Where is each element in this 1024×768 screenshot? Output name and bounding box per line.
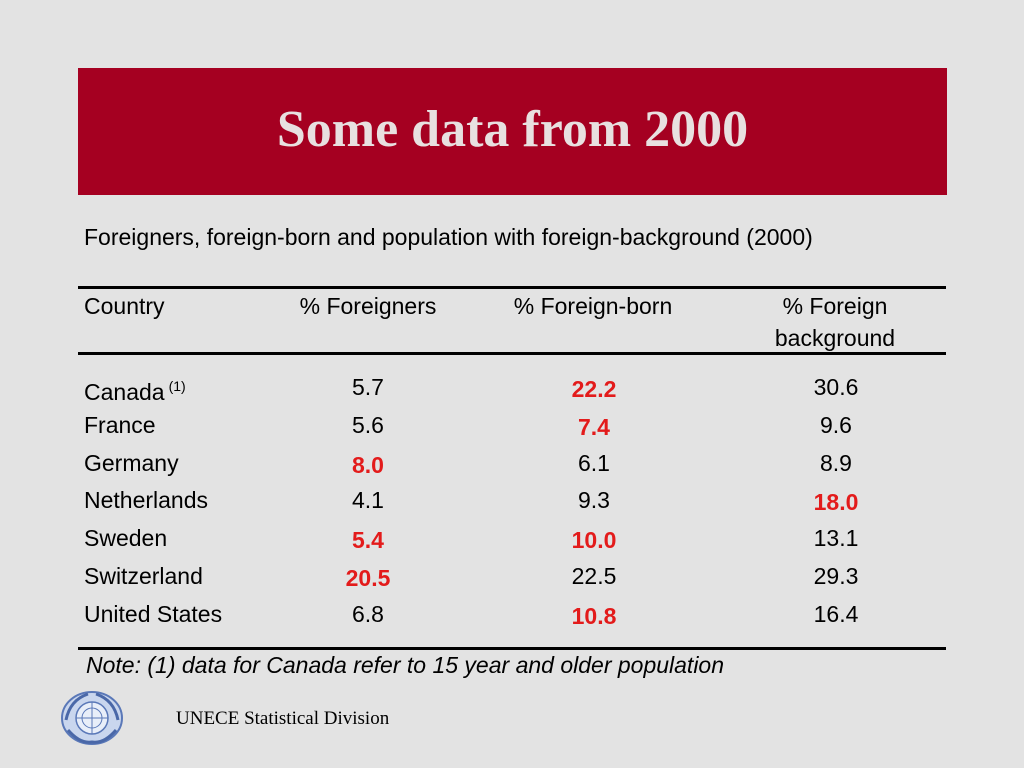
cell-foreign-born: 22.5 (571, 563, 617, 589)
cell-foreign-background: 29.3 (813, 563, 859, 589)
country-name: Switzerland (84, 563, 203, 589)
title-banner: Some data from 2000 (78, 68, 947, 195)
row-country-cell: United States (84, 601, 222, 628)
cell-foreigners: 4.1 (352, 487, 384, 514)
country-name: United States (84, 600, 223, 627)
cell-foreign-background: 16.4 (813, 600, 859, 627)
cell-foreign-born: 7.4 (578, 413, 610, 440)
cell-foreign-born: 9.3 (578, 487, 610, 514)
footer-organization: UNECE Statistical Division (176, 708, 390, 729)
header-foreign-born: % Foreign-born (513, 293, 673, 319)
cell-foreigners: 5.7 (352, 374, 384, 400)
table-note: Note: (1) data for Canada refer to 15 ye… (86, 652, 725, 678)
row-country-cell: Switzerland (84, 563, 203, 590)
cell-foreign-born: 10.0 (571, 527, 617, 554)
table-subtitle: Foreigners, foreign-born and population … (84, 224, 813, 250)
cell-foreign-background: 9.6 (820, 411, 852, 438)
cell-foreign-background: 30.6 (813, 374, 859, 400)
table-top-rule (78, 286, 946, 289)
cell-foreigners: 20.5 (345, 565, 391, 591)
country-name: Netherlands (84, 487, 209, 514)
cell-foreign-background: 18.0 (813, 489, 859, 516)
header-foreigners: % Foreigners (299, 293, 437, 319)
header-foreign-background-line2: background (774, 325, 896, 351)
cell-foreign-born: 10.8 (571, 602, 617, 629)
country-name: Canada (84, 379, 165, 405)
row-country-cell: Netherlands (84, 487, 208, 514)
row-country-cell: France (84, 412, 156, 439)
header-foreign-background-line1: % Foreign (782, 293, 888, 319)
cell-foreign-background: 13.1 (813, 525, 859, 552)
table-header-rule (78, 352, 946, 355)
un-emblem-icon (61, 691, 123, 745)
cell-foreign-born: 22.2 (571, 376, 617, 402)
row-country-cell: Sweden (84, 525, 167, 552)
table-bottom-rule (78, 647, 946, 650)
cell-foreigners: 6.8 (352, 600, 384, 627)
cell-foreign-background: 8.9 (820, 449, 852, 476)
country-name: Germany (84, 449, 179, 476)
cell-foreigners: 5.4 (352, 527, 384, 554)
header-country: Country (84, 293, 165, 319)
row-country-cell: Germany (84, 450, 179, 477)
cell-foreigners: 5.6 (352, 411, 384, 438)
cell-foreigners: 8.0 (352, 451, 384, 478)
slide-title: Some data from 2000 (276, 101, 749, 158)
footnote-marker: (1) (168, 378, 186, 394)
country-name: Sweden (84, 525, 168, 552)
row-country-cell: Canada (1) (84, 378, 186, 406)
cell-foreign-born: 6.1 (578, 449, 610, 476)
country-name: France (84, 411, 156, 438)
